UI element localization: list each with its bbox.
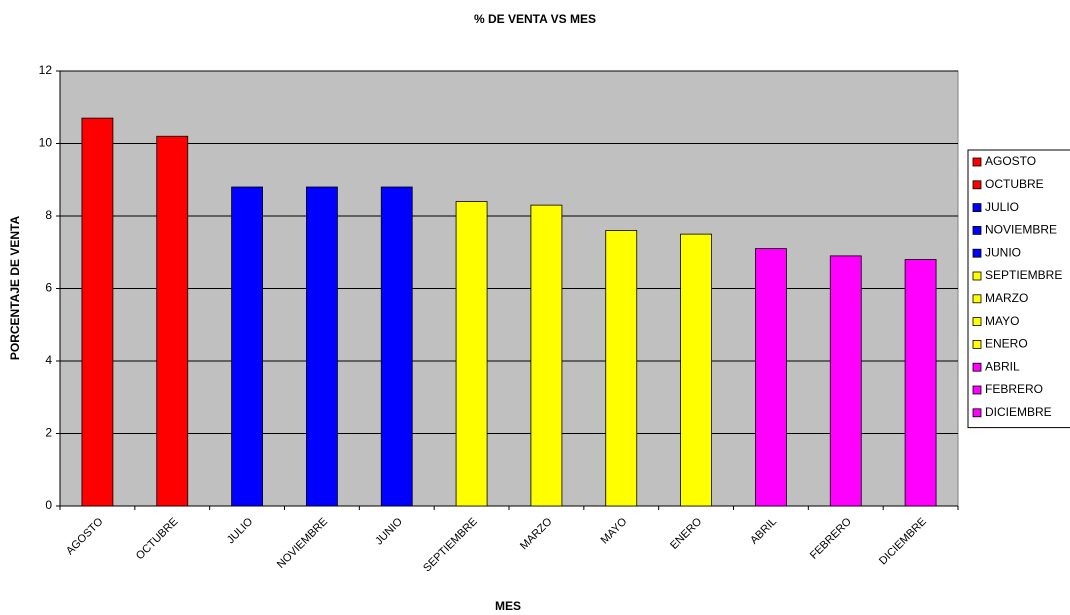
y-axis-label: PORCENTAJE DE VENTA: [8, 216, 22, 361]
x-tick-label: JUNIO: [373, 515, 405, 547]
bar: [231, 186, 263, 507]
x-tick-label: MARZO: [518, 515, 555, 552]
legend-swatch: [972, 203, 982, 213]
legend-swatch: [972, 225, 982, 235]
legend-label: ABRIL: [985, 359, 1020, 373]
x-axis-label: MES: [495, 599, 521, 613]
y-tick-label: 4: [45, 353, 52, 367]
bar: [605, 230, 638, 507]
bar: [380, 186, 413, 507]
legend-swatch: [972, 385, 982, 395]
bar: [156, 135, 189, 507]
legend-label: SEPTIEMBRE: [985, 268, 1062, 282]
bar: [904, 259, 937, 507]
y-tick-label: 2: [45, 426, 52, 440]
x-tick-label: AGOSTO: [64, 515, 106, 557]
legend-swatch: [972, 408, 982, 418]
x-tick-label: SEPTIEMBRE: [421, 516, 480, 575]
x-tick-label: OCTUBRE: [134, 516, 181, 563]
legend-swatch: [972, 271, 982, 281]
legend-label: OCTUBRE: [985, 177, 1044, 191]
bar: [680, 233, 712, 507]
chart-title: % DE VENTA VS MES: [474, 12, 596, 26]
x-tick-label: JULIO: [225, 515, 256, 546]
y-tick-label: 10: [39, 136, 53, 150]
legend-swatch: [972, 362, 982, 372]
legend-label: FEBRERO: [985, 382, 1043, 396]
x-tick-label: MAYO: [599, 515, 630, 546]
x-tick-label: NOVIEMBRE: [275, 516, 330, 571]
legend-swatch: [972, 339, 982, 349]
y-tick-label: 0: [45, 498, 52, 512]
legend-swatch: [972, 317, 982, 327]
y-tick-label: 6: [45, 281, 52, 295]
legend-label: JUNIO: [985, 245, 1021, 259]
legend-swatch: [972, 157, 982, 167]
legend-swatch: [972, 180, 982, 190]
bar: [530, 204, 563, 507]
x-tick-label: FEBRERO: [808, 515, 854, 561]
x-tick-label: ABRIL: [748, 516, 779, 547]
legend-label: JULIO: [985, 200, 1019, 214]
legend-label: AGOSTO: [985, 154, 1036, 168]
legend-label: NOVIEMBRE: [985, 223, 1057, 237]
legend-label: MAYO: [985, 314, 1019, 328]
y-tick-label: 12: [39, 63, 53, 77]
legend-swatch: [972, 248, 982, 258]
x-tick-label: DICIEMBRE: [877, 516, 929, 568]
bar: [306, 186, 338, 507]
bar: [755, 248, 787, 507]
legend-label: DICIEMBRE: [985, 405, 1052, 419]
bar: [829, 255, 862, 507]
bar: [81, 117, 114, 507]
legend-label: MARZO: [985, 291, 1028, 305]
legend-label: ENERO: [985, 337, 1028, 351]
y-tick-label: 8: [45, 208, 52, 222]
x-tick-label: ENERO: [668, 515, 704, 551]
legend-box: [967, 149, 1070, 429]
legend-swatch: [972, 294, 982, 304]
bar: [455, 201, 488, 507]
